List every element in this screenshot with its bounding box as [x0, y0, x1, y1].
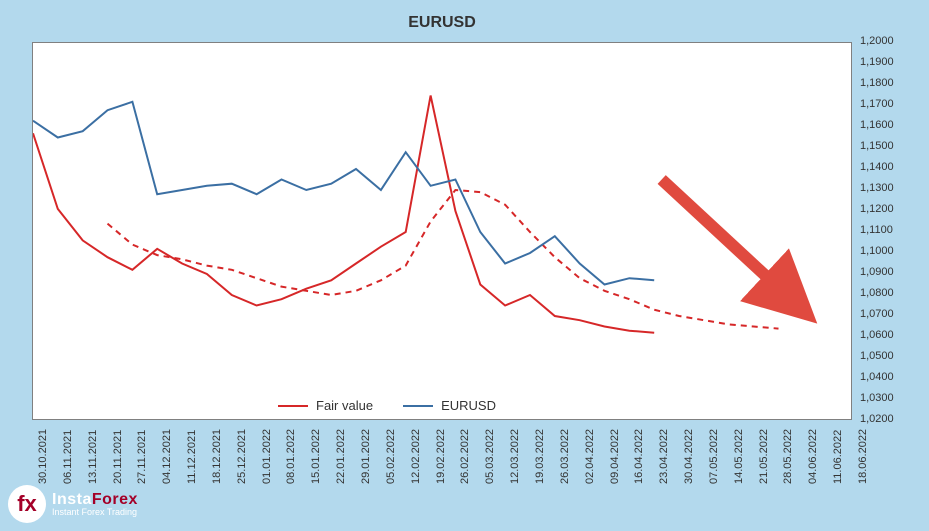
- x-tick-label: 08.01.2022: [285, 429, 297, 484]
- x-tick-label: 25.12.2021: [236, 429, 248, 484]
- x-tick-label: 27.11.2021: [136, 430, 148, 484]
- y-tick-label: 1,0800: [860, 287, 894, 299]
- watermark-brand-left: Insta: [52, 491, 92, 508]
- legend-label-eurusd: EURUSD: [441, 398, 496, 413]
- x-tick-label: 13.11.2021: [87, 430, 99, 484]
- x-tick-label: 19.03.2022: [534, 429, 546, 484]
- x-tick-label: 26.03.2022: [559, 429, 571, 484]
- y-tick-label: 1,1100: [860, 224, 893, 236]
- series-eurusd: [33, 102, 654, 285]
- y-tick-label: 1,1500: [860, 140, 894, 152]
- x-tick-label: 14.05.2022: [733, 429, 745, 484]
- x-tick-label: 12.02.2022: [410, 429, 422, 484]
- x-tick-label: 18.06.2022: [857, 429, 869, 484]
- x-tick-label: 11.12.2021: [186, 430, 198, 484]
- x-tick-label: 22.01.2022: [335, 429, 347, 484]
- x-tick-label: 26.02.2022: [459, 429, 471, 484]
- y-tick-label: 1,1600: [860, 119, 894, 131]
- legend-item-fair-value: Fair value: [278, 398, 373, 413]
- x-tick-label: 21.05.2022: [758, 429, 770, 484]
- x-tick-label: 04.12.2021: [161, 429, 173, 484]
- y-tick-label: 1,1200: [860, 203, 894, 215]
- x-tick-label: 30.04.2022: [683, 429, 695, 484]
- x-tick-label: 28.05.2022: [782, 429, 794, 484]
- chart-lines-svg: [33, 43, 853, 421]
- y-tick-label: 1,1900: [860, 56, 894, 68]
- y-tick-label: 1,1700: [860, 98, 894, 110]
- x-tick-label: 04.06.2022: [807, 429, 819, 484]
- watermark: fx InstaForex Instant Forex Trading: [8, 485, 138, 523]
- chart-title: EURUSD: [32, 14, 852, 32]
- trend-arrow-icon: [662, 180, 791, 300]
- x-tick-label: 01.01.2022: [261, 429, 273, 484]
- x-tick-label: 20.11.2021: [112, 430, 124, 484]
- x-tick-label: 30.10.2021: [37, 429, 49, 484]
- x-tick-label: 09.04.2022: [609, 429, 621, 484]
- y-tick-label: 1,1400: [860, 161, 894, 173]
- watermark-text: InstaForex Instant Forex Trading: [52, 492, 138, 517]
- y-tick-label: 1,0300: [860, 392, 894, 404]
- x-tick-label: 05.02.2022: [385, 429, 397, 484]
- y-tick-label: 1,1000: [860, 245, 894, 257]
- chart-container: EURUSD Fair value EURUSD fx InstaForex I…: [0, 0, 929, 531]
- y-tick-label: 1,1300: [860, 182, 894, 194]
- y-tick-label: 1,0600: [860, 329, 894, 341]
- legend-swatch-fair-value: [278, 405, 308, 407]
- x-tick-label: 05.03.2022: [484, 429, 496, 484]
- y-tick-label: 1,2000: [860, 35, 894, 47]
- watermark-disc-text: fx: [17, 491, 37, 517]
- x-tick-label: 12.03.2022: [509, 429, 521, 484]
- x-tick-label: 19.02.2022: [435, 429, 447, 484]
- watermark-tagline: Instant Forex Trading: [52, 508, 138, 517]
- series-fair_value: [33, 96, 654, 333]
- y-tick-label: 1,0400: [860, 371, 894, 383]
- x-tick-label: 06.11.2021: [62, 430, 74, 484]
- x-tick-label: 23.04.2022: [658, 429, 670, 484]
- y-tick-label: 1,0200: [860, 413, 894, 425]
- y-tick-label: 1,1800: [860, 77, 894, 89]
- chart-legend: Fair value EURUSD: [278, 398, 496, 413]
- x-tick-label: 16.04.2022: [633, 429, 645, 484]
- y-tick-label: 1,0500: [860, 350, 894, 362]
- x-tick-label: 07.05.2022: [708, 429, 720, 484]
- x-tick-label: 18.12.2021: [211, 429, 223, 484]
- legend-item-eurusd: EURUSD: [403, 398, 496, 413]
- watermark-brand-right: Forex: [92, 491, 138, 508]
- legend-swatch-eurusd: [403, 405, 433, 407]
- watermark-disc-icon: fx: [8, 485, 46, 523]
- plot-area: [32, 42, 852, 420]
- x-tick-label: 02.04.2022: [584, 429, 596, 484]
- x-tick-label: 29.01.2022: [360, 429, 372, 484]
- x-tick-label: 15.01.2022: [310, 429, 322, 484]
- watermark-brand: InstaForex: [52, 492, 138, 508]
- x-tick-label: 11.06.2022: [832, 430, 844, 484]
- y-tick-label: 1,0700: [860, 308, 894, 320]
- legend-label-fair-value: Fair value: [316, 398, 373, 413]
- y-tick-label: 1,0900: [860, 266, 894, 278]
- series-fair_value_ma: [108, 190, 779, 329]
